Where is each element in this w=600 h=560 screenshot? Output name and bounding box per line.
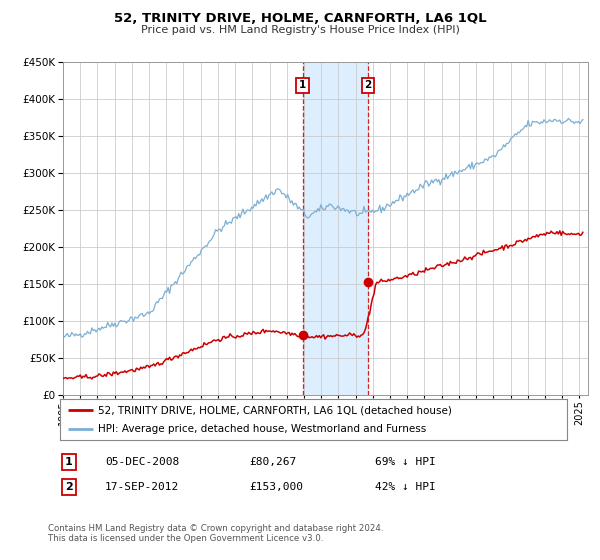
Text: Contains HM Land Registry data © Crown copyright and database right 2024.: Contains HM Land Registry data © Crown c…	[48, 524, 383, 533]
Text: £80,267: £80,267	[249, 457, 296, 467]
Text: HPI: Average price, detached house, Westmorland and Furness: HPI: Average price, detached house, West…	[98, 424, 426, 433]
Text: 1: 1	[65, 457, 73, 467]
Text: 69% ↓ HPI: 69% ↓ HPI	[375, 457, 436, 467]
Text: 1: 1	[299, 80, 306, 90]
Text: £153,000: £153,000	[249, 482, 303, 492]
Text: This data is licensed under the Open Government Licence v3.0.: This data is licensed under the Open Gov…	[48, 534, 323, 543]
Bar	[302, 62, 368, 395]
Text: 05-DEC-2008: 05-DEC-2008	[105, 457, 179, 467]
Text: 52, TRINITY DRIVE, HOLME, CARNFORTH, LA6 1QL: 52, TRINITY DRIVE, HOLME, CARNFORTH, LA6…	[113, 12, 487, 25]
Text: 52, TRINITY DRIVE, HOLME, CARNFORTH, LA6 1QL (detached house): 52, TRINITY DRIVE, HOLME, CARNFORTH, LA6…	[98, 405, 452, 415]
Text: 42% ↓ HPI: 42% ↓ HPI	[375, 482, 436, 492]
Text: Price paid vs. HM Land Registry's House Price Index (HPI): Price paid vs. HM Land Registry's House …	[140, 25, 460, 35]
Text: 2: 2	[65, 482, 73, 492]
Text: 2: 2	[364, 80, 371, 90]
Text: 17-SEP-2012: 17-SEP-2012	[105, 482, 179, 492]
